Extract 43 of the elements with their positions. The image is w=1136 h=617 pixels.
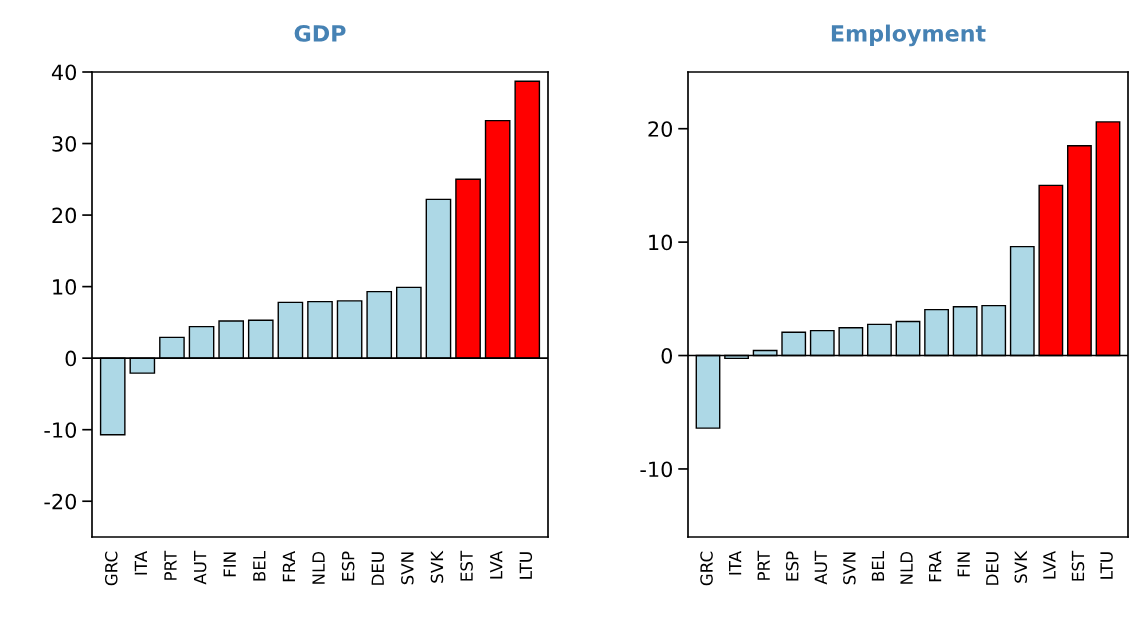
x-tick-label: LVA xyxy=(1043,551,1056,579)
x-tick-label: SVN xyxy=(843,552,856,585)
x-tick-label: NLD xyxy=(312,551,325,584)
x-tick-label: ESP xyxy=(785,551,799,581)
x-tick-label: DEU xyxy=(371,552,385,585)
y-tick-label: 0 xyxy=(661,347,673,364)
x-tick-label: SVK xyxy=(1014,550,1028,583)
x-tick-label: PRT xyxy=(164,550,177,580)
x-tick-label: FIN xyxy=(957,552,970,577)
x-tick-label: BEL xyxy=(253,550,266,581)
x-tick-label: LTU xyxy=(1100,552,1113,579)
chart-title: GDP xyxy=(294,24,346,42)
x-tick-label: ITA xyxy=(729,551,742,575)
x-tick-label: SVK xyxy=(430,550,444,583)
chart-title: Employment xyxy=(831,24,986,47)
x-tick-label: FRA xyxy=(929,551,942,582)
x-tick-label: EST xyxy=(1071,550,1085,581)
y-tick-label: 30 xyxy=(52,135,77,152)
y-tick-label: 20 xyxy=(648,121,673,137)
x-tick-label: GRC xyxy=(700,551,713,586)
x-tick-label: FRA xyxy=(282,551,295,582)
y-tick-label: -20 xyxy=(44,493,77,510)
x-tick-label: AUT xyxy=(194,550,207,585)
x-tick-label: ESP xyxy=(341,551,355,581)
y-tick-label: 10 xyxy=(649,234,673,251)
x-tick-label: NLD xyxy=(900,551,913,584)
x-tick-label: GRC xyxy=(104,551,118,586)
y-tick-label: -10 xyxy=(640,461,673,478)
y-tick-label: 0 xyxy=(65,350,77,367)
y-tick-label: -10 xyxy=(44,422,77,438)
x-tick-label: AUT xyxy=(814,550,828,585)
x-tick-label: EST xyxy=(460,550,473,581)
y-tick-label: 40 xyxy=(51,64,77,81)
y-tick-label: 20 xyxy=(52,207,77,224)
x-tick-label: DEU xyxy=(986,552,999,585)
x-tick-label: PRT xyxy=(757,550,770,580)
x-tick-label: ITA xyxy=(134,551,147,575)
y-tick-label: 10 xyxy=(53,279,77,295)
x-tick-label: FIN xyxy=(223,552,236,577)
x-tick-label: SVN xyxy=(401,552,414,585)
x-tick-label: LVA xyxy=(490,551,503,579)
x-tick-label: LTU xyxy=(519,552,533,579)
x-tick-label: BEL xyxy=(871,550,885,581)
